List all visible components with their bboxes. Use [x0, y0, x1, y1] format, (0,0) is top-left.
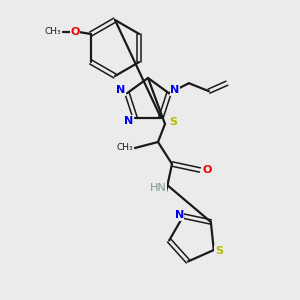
Text: O: O — [70, 27, 80, 37]
Text: N: N — [175, 210, 184, 220]
Text: CH₃: CH₃ — [117, 143, 133, 152]
Text: N: N — [170, 85, 179, 95]
Text: O: O — [202, 165, 212, 175]
Text: S: S — [169, 117, 177, 127]
Text: N: N — [124, 116, 134, 126]
Text: S: S — [215, 246, 223, 256]
Text: HN: HN — [150, 183, 166, 193]
Text: CH₃: CH₃ — [44, 28, 61, 37]
Text: N: N — [116, 85, 126, 95]
